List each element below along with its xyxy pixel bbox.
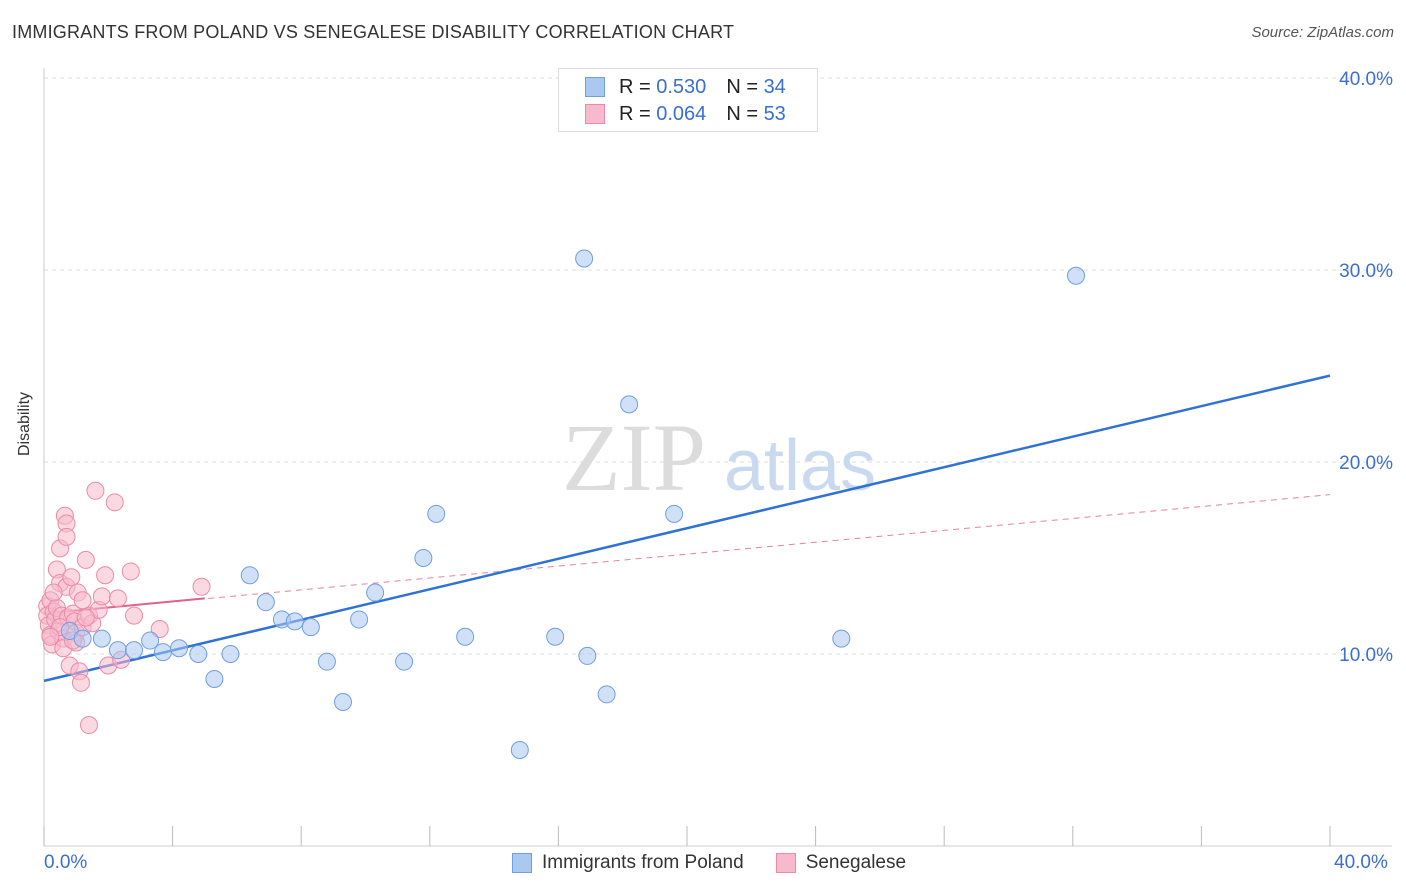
legend-swatch-senegalese [585,104,605,124]
legend-r-label: R = [619,75,651,98]
point-poland [205,669,224,688]
point-senegalese [86,481,105,500]
legend-item-poland[interactable]: Immigrants from Poland [512,852,744,874]
points-layer [38,249,1086,759]
point-poland [575,249,594,268]
point-poland [366,583,385,602]
point-poland [256,593,275,612]
legend-label-poland: Immigrants from Poland [542,852,744,873]
legend-row-senegalese: R = 0.064 N = 53 [585,101,786,127]
point-poland [170,639,189,658]
point-poland [1067,266,1086,285]
point-poland [395,652,414,671]
point-senegalese [105,493,124,512]
legend-swatch-poland [585,77,605,97]
x-tick-label-max: 40.0% [1334,852,1388,873]
watermark-zip: ZIP [562,404,706,511]
point-poland [510,741,529,759]
point-senegalese [76,550,95,569]
point-senegalese [92,587,111,606]
point-poland [141,631,160,650]
point-poland [456,627,475,646]
legend-n-label: N = [726,75,758,98]
y-axis-label: Disability [16,391,33,456]
point-senegalese [150,620,169,639]
point-poland [620,395,639,414]
trendline-poland [43,374,1331,683]
point-senegalese [108,589,127,608]
point-poland [125,641,144,660]
point-poland [92,629,111,648]
point-poland [578,646,597,665]
point-poland [832,629,851,648]
point-poland [285,612,304,631]
point-poland [189,645,208,663]
point-senegalese [44,583,63,602]
x-tick-label-min: 0.0% [44,852,88,873]
legend-swatch-poland [512,853,532,873]
legend-r-value-senegalese: 0.064 [656,102,707,125]
point-poland [665,504,684,523]
point-poland [333,693,352,711]
y-tick-labels: 10.0% 20.0% 30.0% 40.0% [1339,69,1393,666]
point-senegalese [76,608,95,627]
point-poland [73,629,92,648]
point-poland [240,566,259,585]
legend-row-poland: R = 0.530 N = 34 [585,74,786,100]
legend-label-senegalese: Senegalese [805,852,907,873]
point-poland [546,627,565,646]
grid-layer [44,77,1392,655]
point-senegalese [80,716,99,735]
legend-n-value-poland: 34 [763,75,786,98]
point-poland [427,504,446,523]
point-poland [221,645,240,663]
point-poland [108,641,127,660]
point-senegalese [121,562,140,581]
legend-n-value-senegalese: 53 [763,102,786,125]
chart-title: IMMIGRANTS FROM POLAND VS SENEGALESE DIS… [12,22,735,42]
point-senegalese [96,566,115,585]
legend-r-label: R = [619,102,651,125]
source-label: Source: ZipAtlas.com [1251,24,1394,41]
point-poland [350,610,369,629]
legend-r-value-poland: 0.530 [656,75,707,98]
watermark: ZIP atlas [562,404,876,511]
point-senegalese [71,673,90,692]
stats-legend: R = 0.530 N = 34 R = 0.064 N = 53 [558,68,818,132]
point-poland [597,685,616,704]
point-senegalese [41,627,60,646]
legend-item-senegalese[interactable]: Senegalese [775,852,907,874]
axes-layer [43,68,1392,847]
legend-n-label: N = [726,102,758,125]
point-senegalese [57,527,76,546]
watermark-atlas: atlas [724,426,876,506]
point-senegalese [192,577,211,596]
legend-swatch-senegalese [775,853,796,873]
y-tick-label: 40.0% [1339,69,1393,90]
point-senegalese [62,568,81,587]
point-poland [301,618,320,637]
point-senegalese [125,606,144,625]
point-senegalese [73,591,92,610]
bottom-legend: Immigrants from Poland Senegalese [512,852,938,874]
y-tick-label: 10.0% [1339,645,1393,666]
y-tick-label: 30.0% [1339,261,1393,282]
trendline-senegalese-extended [43,494,1331,615]
point-poland [317,652,336,671]
point-poland [414,549,433,567]
y-tick-label: 20.0% [1339,453,1393,474]
point-poland [153,643,172,662]
